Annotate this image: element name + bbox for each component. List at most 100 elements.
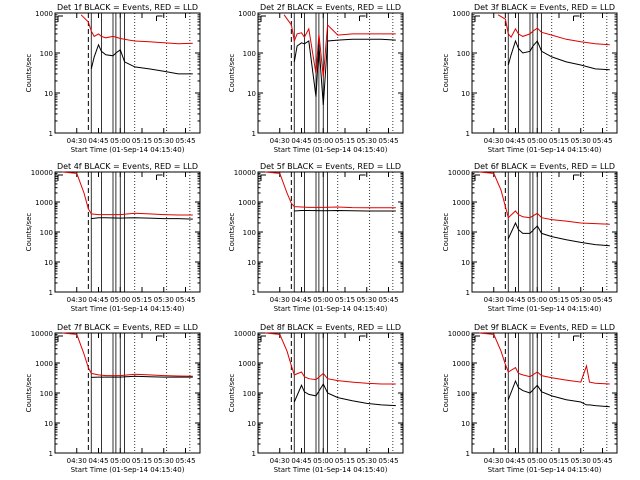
y-tick-label: 100 [243,50,256,58]
lld-series-line [265,332,396,385]
plot-frame [257,332,404,454]
x-tick-label: 05:30 [571,296,591,304]
x-tick-label: 05:15 [549,296,569,304]
events-series-line [507,39,610,71]
x-axis-label: Start Time (01-Sep-14 04:15:40) [71,466,185,474]
y-axis-label: Counts/sec [442,54,450,93]
y-tick-label: 1000 [452,10,470,18]
y-tick-label: 10 [44,420,53,428]
y-tick-label: 10000 [31,169,53,177]
corner-mark [573,15,580,21]
x-tick-label: 05:15 [335,457,355,465]
y-tick-label: 1 [49,450,53,458]
plot-frame [54,332,201,454]
panel-title: Det 7f BLACK = Events, RED = LLD [57,323,198,332]
x-tick-label: 04:45 [505,137,525,145]
events-series-line [91,375,193,378]
lld-series-line [62,332,193,377]
y-tick-label: 1 [466,289,470,297]
lld-series-line [283,14,396,78]
y-tick-label: 1000 [452,360,470,368]
lld-series-line [479,332,610,385]
y-axis-label: Counts/sec [442,213,450,252]
panel-1: Det 1f BLACK = Events, RED = LLD 1 10 100 10… [25,3,201,154]
y-tick-label: 10000 [234,169,256,177]
x-tick-label: 05:45 [378,457,398,465]
x-tick-label: 05:00 [527,137,547,145]
x-tick-label: 04:45 [291,457,311,465]
x-tick-label: 04:30 [484,457,504,465]
x-tick-label: 05:30 [357,457,377,465]
y-tick-label: 10 [461,259,470,267]
x-tick-label: 05:45 [175,457,195,465]
y-axis-label: Counts/sec [25,213,33,252]
y-tick-label: 100 [457,50,470,58]
plot-frame [471,12,618,134]
x-tick-label: 05:00 [527,457,547,465]
panel-3: Det 3f BLACK = Events, RED = LLD 1 10 100 10… [442,3,618,154]
y-tick-label: 1 [252,289,256,297]
x-tick-label: 05:15 [132,296,152,304]
y-tick-label: 100 [40,390,53,398]
x-tick-label: 05:15 [132,457,152,465]
y-axis-label: Counts/sec [25,54,33,93]
x-tick-label: 05:00 [527,296,547,304]
x-tick-label: 05:00 [313,457,333,465]
events-series-line [507,221,610,247]
y-tick-label: 100 [457,390,470,398]
y-tick-label: 10 [247,259,256,267]
panel-title: Det 9f BLACK = Events, RED = LLD [474,323,615,332]
y-tick-label: 10 [247,420,256,428]
events-series-line [293,38,396,106]
x-tick-label: 04:30 [67,137,87,145]
x-tick-label: 04:45 [291,296,311,304]
events-series-line [293,382,396,407]
x-tick-label: 05:15 [549,137,569,145]
x-axis-label: Start Time (01-Sep-14 04:15:40) [488,146,602,154]
corner-mark [260,335,266,342]
x-tick-label: 05:00 [110,457,130,465]
lld-series-line [80,14,193,45]
events-series-line [90,43,193,75]
x-tick-label: 05:15 [335,296,355,304]
panel-2: Det 2f BLACK = Events, RED = LLD 1 10 100 10… [228,3,404,154]
plot-frame [471,171,618,293]
y-tick-label: 1 [466,450,470,458]
y-tick-label: 10 [461,420,470,428]
y-tick-label: 1000 [238,360,256,368]
corner-mark [573,174,580,180]
x-tick-label: 05:30 [571,457,591,465]
panel-4: Det 4f BLACK = Events, RED = LLD 1 10 100 10… [25,162,201,313]
plot-frame [257,12,404,134]
corner-mark [57,174,63,181]
lld-series-line [62,171,193,216]
panel-title: Det 8f BLACK = Events, RED = LLD [260,323,401,332]
panel-title: Det 6f BLACK = Events, RED = LLD [474,162,615,171]
x-tick-label: 05:00 [110,137,130,145]
y-tick-label: 10 [461,90,470,98]
corner-mark [474,335,480,342]
y-tick-label: 10 [44,259,53,267]
corner-mark [156,15,163,21]
x-tick-label: 05:45 [592,137,612,145]
corner-mark [260,174,266,181]
corner-mark [359,335,366,341]
panel-title: Det 4f BLACK = Events, RED = LLD [57,162,198,171]
y-axis-label: Counts/sec [442,374,450,413]
corner-mark [359,15,366,21]
x-tick-label: 04:30 [484,296,504,304]
y-tick-label: 1000 [35,199,53,207]
x-tick-label: 04:30 [67,457,87,465]
lld-series-line [497,14,610,46]
corner-mark [474,174,480,181]
x-axis-label: Start Time (01-Sep-14 04:15:40) [71,305,185,313]
x-tick-label: 05:30 [154,137,174,145]
y-tick-label: 100 [243,390,256,398]
lld-series-line [265,171,396,209]
y-tick-label: 1 [49,289,53,297]
x-tick-label: 04:30 [67,296,87,304]
x-tick-label: 05:15 [132,137,152,145]
x-tick-label: 05:30 [154,457,174,465]
y-tick-label: 10 [44,90,53,98]
